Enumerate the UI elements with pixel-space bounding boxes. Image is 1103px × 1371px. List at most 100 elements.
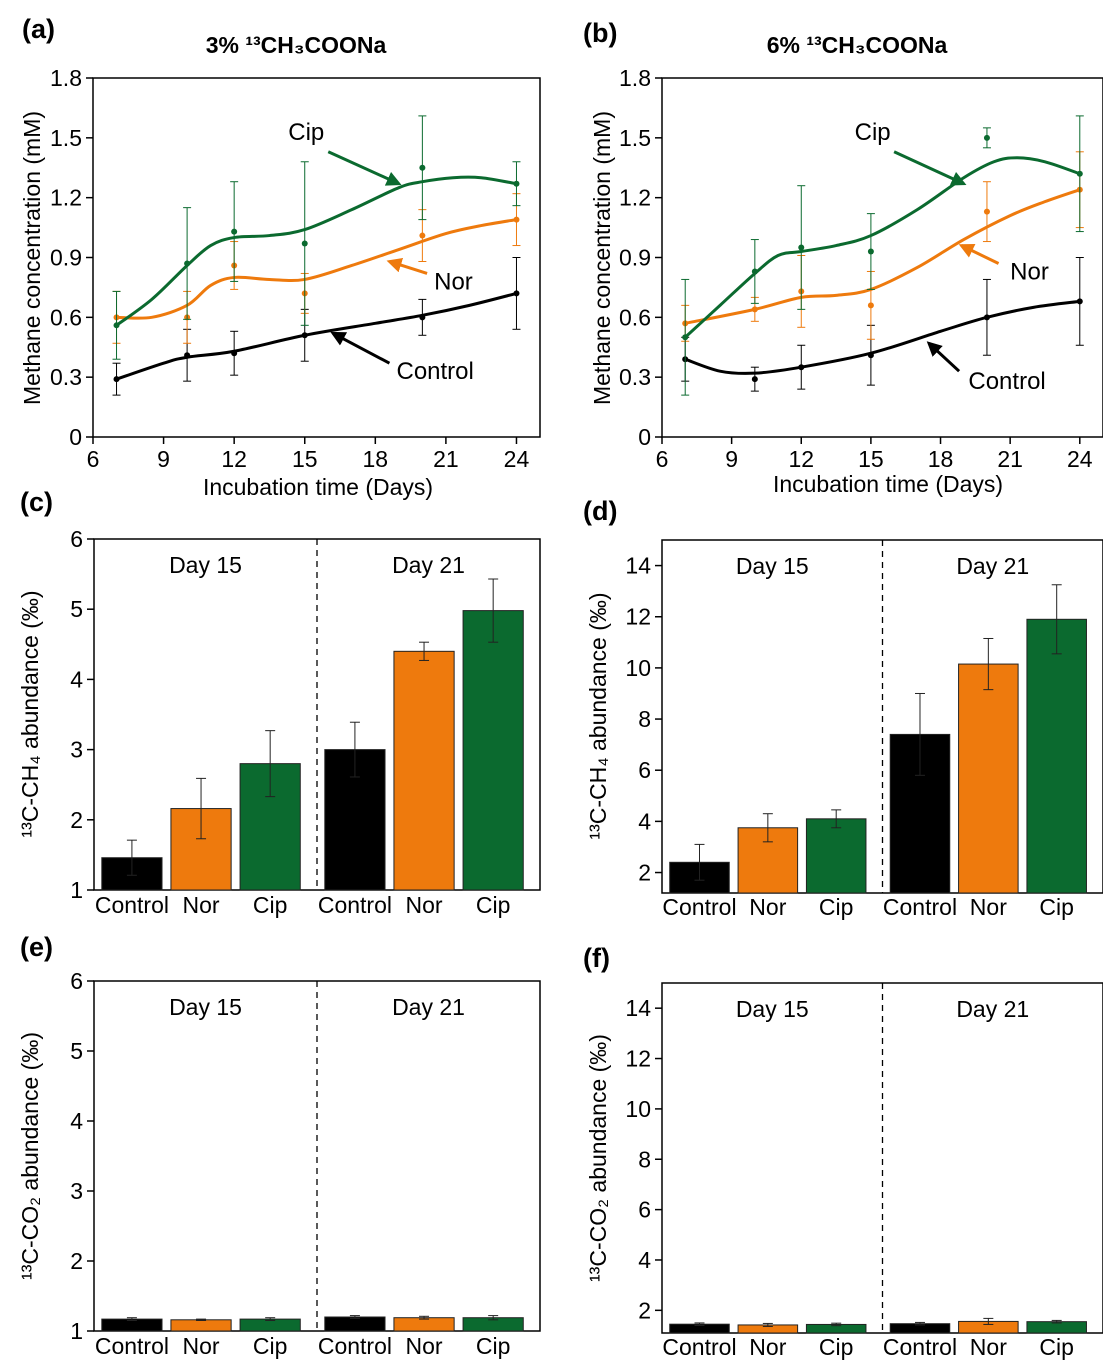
data-point-nor	[751, 306, 758, 313]
category-label: Nor	[406, 1333, 443, 1359]
y-tick-label: 6	[70, 526, 83, 552]
category-label: Control	[883, 894, 957, 920]
x-tick-label: 21	[433, 446, 459, 472]
category-label: Cip	[476, 892, 511, 918]
annotation-arrow-nor	[386, 257, 428, 275]
x-tick-label: 12	[221, 446, 247, 472]
bar-cip	[462, 610, 524, 891]
data-point-cip	[983, 134, 990, 141]
category-label: Nor	[406, 892, 443, 918]
x-tick-label: 9	[157, 446, 170, 472]
data-point-control	[231, 350, 238, 357]
bar-nor	[958, 663, 1019, 894]
category-label: Control	[95, 892, 169, 918]
annotation-arrow-cip	[327, 150, 402, 186]
chart-title: 6% ¹³CH₃COONa	[767, 32, 948, 58]
panel-label: (a)	[22, 14, 55, 44]
series-nor	[681, 151, 1084, 342]
annotation-arrow-cip	[893, 150, 967, 186]
y-tick-label: 1.5	[50, 125, 82, 151]
panel-label: (b)	[583, 18, 617, 48]
group-label: Day 21	[392, 552, 465, 578]
bar-cip	[805, 818, 867, 894]
data-point-cip	[798, 244, 805, 251]
series-line-nor	[684, 188, 1081, 325]
category-label: Control	[95, 1333, 169, 1359]
data-point-nor	[867, 302, 874, 309]
series-cip	[112, 115, 521, 360]
y-tick-label: 1.8	[50, 65, 82, 91]
series-annotation-cip: Cip	[288, 119, 324, 146]
category-label: Control	[662, 1334, 736, 1360]
annotation-arrow-control	[330, 331, 391, 365]
y-tick-label: 1.5	[619, 125, 651, 151]
series-annotation-nor: Nor	[1010, 258, 1049, 285]
data-point-nor	[419, 232, 426, 239]
panel-label: (d)	[583, 496, 617, 526]
group-label: Day 21	[956, 553, 1029, 579]
group-label: Day 21	[392, 994, 465, 1020]
y-tick-label: 4	[70, 666, 83, 692]
y-tick-label: 1.8	[619, 65, 651, 91]
series-control	[681, 257, 1084, 392]
group-label: Day 15	[736, 553, 809, 579]
data-point-control	[113, 376, 120, 383]
data-point-cip	[682, 334, 689, 341]
group-label: Day 21	[956, 996, 1029, 1022]
x-tick-label: 18	[363, 446, 389, 472]
panel-label: (c)	[20, 487, 53, 517]
category-label: Cip	[819, 894, 854, 920]
data-point-cip	[513, 180, 520, 187]
group-label: Day 15	[736, 996, 809, 1022]
data-point-nor	[983, 208, 990, 215]
series-line-nor	[116, 218, 517, 320]
x-tick-label: 24	[504, 446, 530, 472]
group-label: Day 15	[169, 552, 242, 578]
y-tick-label: 6	[638, 1197, 651, 1223]
x-tick-label: 6	[656, 446, 669, 472]
y-tick-label: 8	[638, 1146, 651, 1172]
data-point-cip	[1076, 170, 1083, 177]
data-point-cip	[419, 164, 426, 171]
y-tick-label: 4	[70, 1108, 83, 1134]
panel-label: (f)	[583, 943, 610, 973]
y-axis-label: ¹³C-CH₄ abundance (‰)	[17, 590, 43, 837]
panel-e: (e) 1 2 3 4 5 6 ¹³C-CO₂ abundance (‰) Day 15 Cont…	[17, 932, 541, 1359]
bar-control	[324, 1316, 386, 1332]
y-tick-label: 5	[70, 1038, 83, 1064]
data-point-control	[867, 352, 874, 359]
category-label: Control	[883, 1334, 957, 1360]
y-tick-label: 1	[70, 877, 83, 903]
x-tick-label: 6	[87, 446, 100, 472]
data-point-cip	[231, 228, 238, 235]
data-point-control	[751, 376, 758, 383]
data-point-control	[798, 364, 805, 371]
y-tick-label: 3	[70, 737, 83, 763]
y-tick-label: 2	[638, 860, 651, 886]
y-tick-label: 12	[625, 604, 651, 630]
y-tick-label: 12	[625, 1046, 651, 1072]
y-tick-label: 4	[638, 808, 651, 834]
annotation-arrow-nor	[958, 244, 1000, 265]
y-axis-label: Methane concentration (mM)	[19, 111, 45, 405]
category-label: Cip	[476, 1333, 511, 1359]
data-point-control	[419, 314, 426, 321]
x-axis-label: Incubation time (Days)	[773, 471, 1003, 497]
y-tick-label: 0.3	[50, 364, 82, 390]
y-tick-label: 6	[70, 968, 83, 994]
y-tick-label: 0.9	[50, 245, 82, 271]
x-tick-label: 12	[788, 446, 814, 472]
chart-title: 3% ¹³CH₃COONa	[206, 32, 387, 58]
category-label: Nor	[183, 1333, 220, 1359]
category-label: Control	[318, 1333, 392, 1359]
category-label: Cip	[253, 892, 288, 918]
y-tick-label: 3	[70, 1178, 83, 1204]
y-tick-label: 0.3	[619, 364, 651, 390]
category-label: Nor	[183, 892, 220, 918]
category-label: Nor	[970, 1334, 1007, 1360]
y-axis-label: Methane concentration (mM)	[589, 111, 615, 405]
y-tick-label: 0.6	[50, 304, 82, 330]
